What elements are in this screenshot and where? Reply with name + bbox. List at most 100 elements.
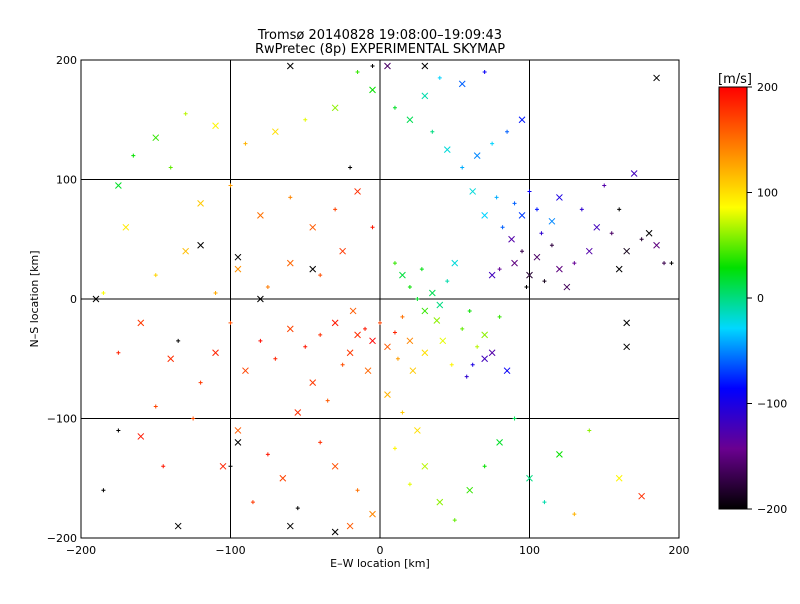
data-point [556,450,563,458]
chart-subtitle: RwPretec (8p) EXPERIMENTAL SKYMAP [255,42,505,57]
data-point [116,428,121,433]
data-point [309,223,317,231]
data-point [497,267,502,272]
data-point [348,165,353,170]
data-point [500,225,505,230]
data-point [370,63,375,68]
data-point [369,86,376,94]
data-point [494,195,499,200]
data-point [638,492,645,500]
data-point [174,522,182,530]
y-tick-label: 200 [56,54,77,67]
data-point [451,259,459,267]
data-point [265,285,270,290]
colorbar-tick-label: 200 [757,81,778,94]
data-point [496,439,503,446]
data-point [464,374,469,379]
data-point [115,182,122,189]
data-point [212,349,219,357]
data-point [526,271,533,279]
data-point [421,62,429,70]
data-point [392,105,397,110]
data-point [101,488,106,493]
data-point [585,247,593,255]
data-point [400,314,405,319]
data-point [325,398,330,403]
data-point [488,349,496,357]
data-point [436,498,444,506]
data-point [415,297,420,301]
x-axis-label: E–W location [km] [330,557,430,570]
data-point [228,183,233,188]
data-point [355,69,360,74]
data-point [286,325,294,333]
data-point [182,247,190,255]
colorbar-ticks: 200 100 0 −100 −200 [747,81,787,516]
data-point [286,522,294,530]
data-point [437,75,442,80]
data-point [273,356,278,361]
data-point [197,241,204,249]
data-point [257,295,264,303]
data-point [469,188,477,195]
data-point [303,344,308,349]
data-point [234,439,242,446]
data-point [392,261,397,266]
data-point [257,211,264,219]
data-point [167,355,175,363]
data-point [579,207,584,212]
x-tick-label: 200 [669,544,690,557]
plot-frame [80,59,680,539]
data-point [428,289,436,297]
data-point [549,243,554,248]
data-point [623,343,631,351]
data-point [609,231,614,236]
data-point [503,367,511,375]
data-point [505,129,510,134]
data-point [407,285,412,290]
data-point [630,170,638,177]
data-point [511,259,518,267]
data-point [116,350,121,355]
colorbar-tick-label: −200 [757,503,787,516]
x-tick-label: 0 [377,544,384,557]
data-point [481,355,489,363]
data-point [533,253,541,261]
data-point [228,320,233,325]
data-point [346,522,354,530]
data-point [354,331,361,339]
data-point [399,271,406,279]
data-point [439,337,447,345]
data-point [153,404,158,409]
data-point [433,317,441,324]
data-point [318,440,323,445]
data-point [460,326,465,331]
data-point [191,416,196,421]
data-point [556,265,563,273]
data-point [234,265,242,273]
data-point [197,200,204,207]
data-point [407,482,412,487]
data-point [587,428,592,433]
data-point [219,462,227,470]
data-point [354,188,361,195]
data-point [482,69,487,74]
data-point [421,92,429,100]
data-point [250,500,255,505]
data-point [369,337,376,345]
data-point [137,433,145,440]
data-point [346,349,354,357]
grid-lines [81,60,679,538]
data-point [212,122,219,130]
data-point [395,356,400,361]
data-point [623,247,631,255]
y-tick-label: −200 [47,532,77,545]
data-point [286,62,294,70]
data-point [526,474,533,482]
scatter-points [92,62,674,536]
data-point [542,500,547,505]
data-point [331,528,339,536]
data-point [436,301,444,309]
data-point [602,183,607,188]
